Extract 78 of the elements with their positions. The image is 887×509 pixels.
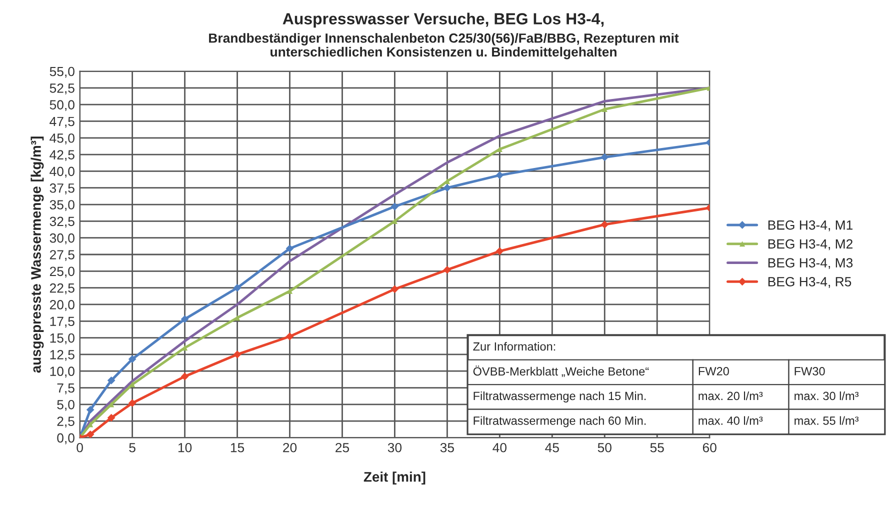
annotation: ÖVBB-Merkblatt „Weiche Betone“ xyxy=(473,366,649,377)
x-tick-label: 5 xyxy=(129,443,136,452)
text: max. 55 l/m³ xyxy=(794,416,859,425)
point xyxy=(390,285,399,294)
point xyxy=(443,184,452,192)
y-tick-label: 15,0 xyxy=(50,333,74,344)
y-tick-label: 30,0 xyxy=(50,233,74,244)
point xyxy=(107,414,116,422)
point xyxy=(496,171,504,180)
legend-label: BEG H3-4, R5 xyxy=(768,277,852,288)
point xyxy=(600,153,609,162)
point xyxy=(233,350,242,358)
text: FW30 xyxy=(794,367,825,376)
text: max. 30 l/m³ xyxy=(794,391,859,400)
y-tick-label: 40,0 xyxy=(50,166,74,178)
point xyxy=(286,332,294,340)
x-tick-label: 60 xyxy=(702,442,716,452)
point xyxy=(600,220,609,228)
point xyxy=(86,406,94,414)
point xyxy=(182,345,188,351)
y-tick-label: 22,5 xyxy=(50,283,74,294)
y-tick-label: 10,0 xyxy=(50,366,74,378)
y-tick-label: 32,5 xyxy=(50,216,74,228)
annotation: max. 20 l/m³ xyxy=(698,391,763,400)
point xyxy=(128,355,136,364)
chart-subtitle: Brandbeständiger Innenschalenbeton C25/30(56)/FaB/BBG, Rezepturen mit unterschiedlichen Konsistenzen u. Bindemittelgehalten xyxy=(209,33,679,60)
point xyxy=(602,106,608,112)
point xyxy=(390,202,399,210)
x-tick-label: 55 xyxy=(650,443,664,452)
y-tick-label: 37,5 xyxy=(50,183,74,194)
annotation: max. 40 l/m³ xyxy=(698,416,763,425)
y-tick-label: 12,5 xyxy=(50,350,74,361)
y-tick-label: 7,5 xyxy=(57,383,74,394)
annotation: Filtratwassermenge nach 15 Min. xyxy=(474,391,646,402)
legend-label: BEG H3-4, M1 xyxy=(768,220,852,232)
legend-label: BEG H3-4, M2 xyxy=(768,239,852,250)
x-tick-label: 0 xyxy=(76,442,83,452)
x-tick-label: 10 xyxy=(178,442,192,452)
y-tick-label: 20,0 xyxy=(50,300,74,311)
x-tick-label: 35 xyxy=(440,442,454,452)
point xyxy=(180,372,189,380)
y-axis-title: ausgepresste Wassermenge [kg/m³] xyxy=(30,136,44,373)
y-tick-label: 55,0 xyxy=(50,66,74,78)
point xyxy=(128,399,136,408)
point xyxy=(86,430,94,438)
x-tick-label: 20 xyxy=(283,442,297,452)
y-tick-label: 50,0 xyxy=(50,100,74,112)
y-tick-label: 27,5 xyxy=(50,250,74,261)
point xyxy=(286,244,294,252)
x-tick-label: 25 xyxy=(336,442,350,452)
x-tick-label: 50 xyxy=(598,442,612,452)
point xyxy=(496,247,504,256)
point xyxy=(180,315,189,324)
y-tick-label: 35,0 xyxy=(50,200,74,211)
y-tick-label: 52,5 xyxy=(50,83,74,94)
y-tick-label: 0,0 xyxy=(57,433,74,444)
x-tick-label: 45 xyxy=(545,443,559,452)
y-tick-label: 2,5 xyxy=(57,416,74,428)
legend-label: BEG H3-4, M3 xyxy=(768,258,853,270)
annotation: Filtratwassermenge nach 60 Min. xyxy=(474,416,646,428)
annotation: FW20 xyxy=(698,367,729,376)
y-tick-label: 42,5 xyxy=(50,150,74,162)
y-tick-label: 5,0 xyxy=(57,400,74,411)
y-tick-label: 45,0 xyxy=(50,133,74,144)
x-tick-label: 40 xyxy=(492,442,506,452)
x-axis-title: Zeit [min] xyxy=(364,472,426,485)
point xyxy=(234,315,240,321)
y-tick-label: 25,0 xyxy=(50,266,74,278)
chart-title: Auspresswasser Versuche, BEG Los H3-4, xyxy=(282,12,604,28)
x-tick-label: 15 xyxy=(230,443,244,452)
y-tick-label: 47,5 xyxy=(50,116,74,128)
x-tick-label: 30 xyxy=(388,442,402,452)
point xyxy=(443,266,452,274)
y-tick-label: 17,5 xyxy=(50,316,74,328)
point xyxy=(286,288,293,294)
point xyxy=(107,376,116,384)
annotation: Zur Information: xyxy=(473,342,556,351)
point xyxy=(233,284,242,292)
